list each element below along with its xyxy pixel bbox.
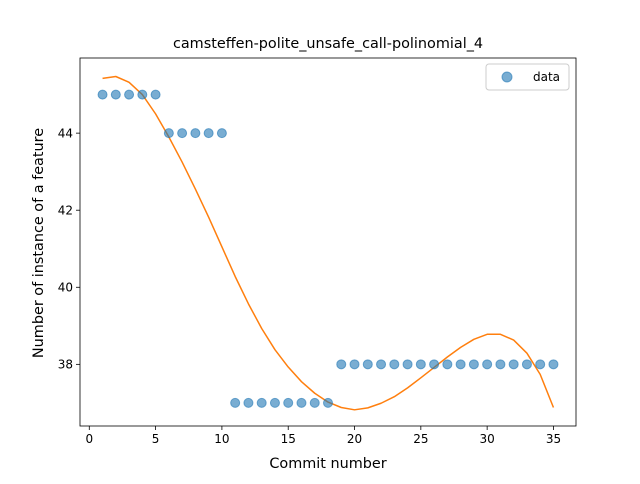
legend: data xyxy=(485,63,570,91)
data-point xyxy=(203,128,214,139)
data-point xyxy=(216,128,227,139)
data-point xyxy=(296,397,307,408)
data-point xyxy=(110,89,121,100)
x-tick-label: 30 xyxy=(480,432,495,446)
data-point xyxy=(230,397,241,408)
data-point xyxy=(495,359,506,370)
data-point xyxy=(137,89,148,100)
data-point xyxy=(323,397,333,408)
data-point xyxy=(508,359,519,370)
data-point xyxy=(163,128,174,139)
data-point xyxy=(177,128,188,139)
data-point xyxy=(376,359,387,370)
x-tick-label: 25 xyxy=(413,432,428,446)
x-axis-label: Commit number xyxy=(269,456,386,472)
data-point xyxy=(309,397,320,408)
y-tick-label: 42 xyxy=(58,204,73,218)
data-point xyxy=(269,397,280,408)
data-point xyxy=(150,89,161,100)
data-point xyxy=(415,359,426,370)
data-point xyxy=(283,397,294,408)
data-point xyxy=(97,89,108,100)
legend-frame xyxy=(485,63,570,91)
x-tick-label: 20 xyxy=(347,432,362,446)
x-tick-label: 5 xyxy=(152,432,160,446)
data-point xyxy=(389,359,400,370)
data-point xyxy=(243,397,254,408)
data-point xyxy=(336,359,347,370)
data-point xyxy=(256,397,267,408)
data-point xyxy=(124,89,135,100)
data-point xyxy=(442,359,453,370)
data-point xyxy=(482,359,493,370)
data-point xyxy=(455,359,466,370)
data-point xyxy=(535,359,546,370)
data-point xyxy=(548,359,559,370)
y-tick-label: 38 xyxy=(58,358,73,372)
data-point xyxy=(402,359,413,370)
y-axis-label: Number of instance of a feature xyxy=(31,128,47,358)
y-tick-label: 40 xyxy=(58,281,73,295)
chart-title: camsteffen-polite_unsafe_call-polinomial… xyxy=(173,36,483,52)
data-point xyxy=(468,359,479,370)
data-point xyxy=(521,359,532,370)
axes-frame xyxy=(79,57,577,427)
y-tick-label: 44 xyxy=(58,126,73,140)
plot-area: 0 5 10 15 20 25 30 35 38 40 42 44 xyxy=(58,57,577,446)
x-tick-label: 10 xyxy=(214,432,229,446)
x-tick-label: 35 xyxy=(546,432,561,446)
legend-label-data: data xyxy=(533,70,560,84)
data-point xyxy=(362,359,373,370)
x-tick-label: 0 xyxy=(85,432,93,446)
legend-marker-data xyxy=(501,71,513,83)
x-tick-label: 15 xyxy=(281,432,296,446)
data-point xyxy=(429,359,440,370)
data-point xyxy=(349,359,360,370)
data-point xyxy=(190,128,201,139)
